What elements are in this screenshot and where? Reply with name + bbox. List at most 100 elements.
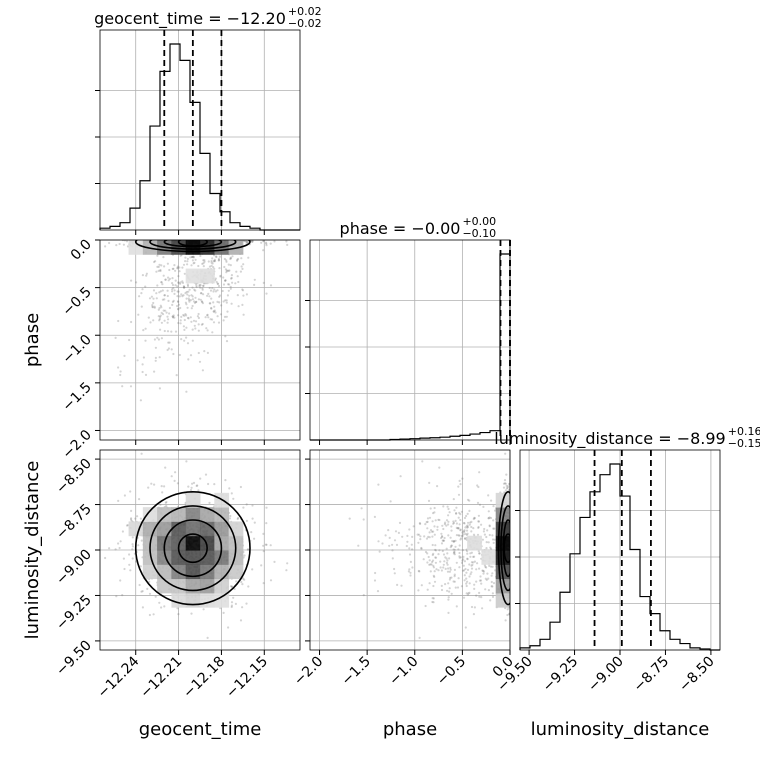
sample-point — [433, 580, 437, 583]
sample-point — [188, 300, 191, 303]
sample-point — [144, 327, 147, 330]
sample-point — [264, 543, 268, 546]
sample-point — [219, 313, 223, 316]
density-cell — [142, 507, 158, 522]
sample-point — [473, 517, 476, 520]
sample-point — [462, 558, 465, 561]
sample-point — [400, 584, 403, 587]
sample-point — [507, 485, 510, 488]
sample-point — [459, 483, 462, 486]
sample-point — [159, 269, 162, 273]
sample-point — [207, 482, 210, 486]
sample-point — [205, 327, 208, 330]
sample-point — [453, 575, 456, 578]
sample-point — [201, 288, 204, 291]
sample-point — [478, 552, 481, 555]
sample-point — [158, 317, 161, 321]
sample-point — [121, 594, 124, 597]
sample-point — [431, 520, 434, 523]
sample-point — [488, 525, 491, 528]
sample-point — [458, 523, 461, 526]
sample-point — [464, 526, 467, 529]
sample-point — [432, 511, 435, 515]
sample-point — [236, 275, 239, 278]
sample-point — [457, 527, 460, 530]
sample-point — [440, 536, 443, 540]
x-tick-label: −12.18 — [180, 654, 228, 702]
sample-point — [224, 479, 227, 482]
sample-point — [478, 567, 481, 570]
sample-point — [114, 548, 117, 551]
sample-point — [158, 601, 161, 604]
sample-point — [436, 485, 439, 488]
sample-point — [442, 527, 445, 531]
sample-point — [241, 583, 244, 586]
sample-point — [214, 311, 217, 314]
sample-point — [408, 547, 411, 550]
sample-point — [167, 299, 170, 302]
sample-point — [155, 292, 158, 295]
sample-point — [178, 295, 181, 298]
sample-point — [487, 577, 490, 580]
sample-point — [164, 309, 167, 312]
sample-point — [446, 559, 449, 562]
sample-point — [220, 304, 223, 307]
sample-point — [182, 325, 185, 328]
sample-point — [230, 601, 234, 604]
sample-point — [123, 494, 126, 497]
sample-point — [119, 540, 122, 543]
sample-point — [119, 370, 122, 373]
sample-point — [139, 565, 142, 568]
sample-point — [427, 535, 430, 539]
sample-point — [181, 295, 184, 298]
sample-point — [462, 555, 465, 559]
sample-point — [393, 567, 396, 571]
sample-point — [448, 578, 451, 581]
sample-point — [224, 299, 227, 302]
sample-point — [478, 471, 481, 474]
sample-point — [138, 583, 141, 587]
sample-point — [430, 563, 433, 566]
sample-point — [198, 360, 202, 363]
sample-point — [212, 321, 216, 324]
sample-point — [168, 277, 171, 280]
sample-point — [434, 519, 437, 522]
sample-point — [463, 560, 466, 563]
sample-point — [488, 516, 491, 519]
sample-point — [173, 264, 176, 267]
sample-point — [216, 300, 219, 303]
sample-point — [227, 263, 230, 266]
sample-point — [243, 554, 246, 557]
sample-point — [170, 348, 173, 351]
sample-point — [478, 595, 481, 598]
sample-point — [201, 322, 204, 326]
sample-point — [454, 519, 457, 523]
sample-point — [458, 566, 461, 569]
sample-point — [417, 589, 420, 592]
sample-point — [171, 315, 174, 318]
sample-point — [467, 521, 470, 524]
sample-point — [145, 272, 148, 275]
sample-point — [171, 288, 174, 291]
sample-point — [387, 529, 390, 532]
sample-point — [455, 534, 458, 537]
sample-point — [417, 541, 420, 544]
sample-point — [477, 525, 480, 529]
sample-point — [456, 527, 459, 530]
sample-point — [436, 528, 439, 531]
sample-point — [470, 571, 473, 574]
sample-point — [194, 258, 197, 261]
sample-point — [219, 274, 222, 277]
sample-point — [452, 521, 456, 525]
sample-point — [434, 561, 437, 564]
sample-point — [265, 244, 268, 247]
sample-point — [505, 484, 508, 487]
sample-point — [165, 311, 168, 314]
sample-point — [206, 294, 209, 297]
sample-point — [229, 585, 233, 588]
sample-point — [202, 262, 205, 265]
sample-point — [199, 298, 202, 301]
sample-point — [491, 572, 494, 575]
sample-point — [407, 570, 410, 573]
sample-point — [465, 571, 468, 574]
